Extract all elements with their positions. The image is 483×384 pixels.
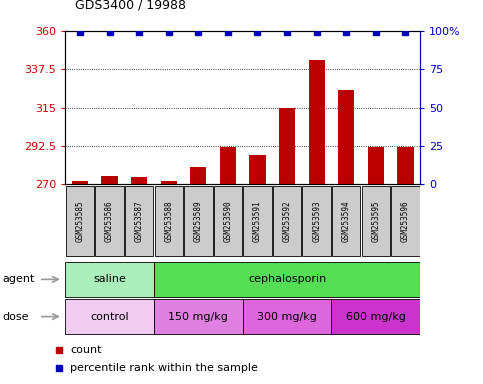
Bar (65, 299, 154, 334)
Text: GSM253592: GSM253592 (283, 200, 292, 242)
Text: GSM253586: GSM253586 (105, 200, 114, 242)
Text: GSM253587: GSM253587 (135, 200, 143, 242)
Bar (155, 186, 183, 256)
Bar (279, 108, 295, 184)
Text: GSM253591: GSM253591 (253, 200, 262, 242)
Bar (161, 181, 177, 184)
Text: GSM253593: GSM253593 (312, 200, 321, 242)
Bar (154, 262, 420, 297)
Bar (332, 186, 360, 256)
Bar (331, 299, 420, 334)
Text: 150 mg/kg: 150 mg/kg (169, 311, 228, 322)
Bar (249, 155, 266, 184)
Bar (309, 60, 325, 184)
Text: GSM253594: GSM253594 (342, 200, 351, 242)
Text: count: count (70, 345, 101, 355)
Text: GSM253585: GSM253585 (75, 200, 85, 242)
Bar (95, 186, 124, 256)
Text: GSM253590: GSM253590 (224, 200, 232, 242)
Bar (243, 186, 272, 256)
Bar (184, 186, 213, 256)
Bar (190, 167, 206, 184)
Bar (154, 299, 243, 334)
Text: dose: dose (2, 311, 29, 322)
Bar (125, 186, 154, 256)
Text: cephalosporin: cephalosporin (248, 274, 326, 285)
Text: agent: agent (2, 274, 35, 285)
Bar (101, 176, 118, 184)
Bar (242, 299, 331, 334)
Text: 300 mg/kg: 300 mg/kg (257, 311, 317, 322)
Bar (65, 262, 154, 297)
Bar (398, 147, 413, 184)
Bar (302, 186, 331, 256)
Bar (213, 186, 242, 256)
Text: 600 mg/kg: 600 mg/kg (346, 311, 406, 322)
Text: GSM253595: GSM253595 (371, 200, 380, 242)
Bar (72, 181, 88, 184)
Text: GDS3400 / 19988: GDS3400 / 19988 (75, 0, 186, 12)
Bar (220, 147, 236, 184)
Bar (273, 186, 301, 256)
Text: GSM253589: GSM253589 (194, 200, 203, 242)
Text: percentile rank within the sample: percentile rank within the sample (70, 363, 258, 373)
Bar (338, 91, 355, 184)
Bar (362, 186, 390, 256)
Text: GSM253588: GSM253588 (164, 200, 173, 242)
Bar (391, 186, 420, 256)
Bar (368, 147, 384, 184)
Text: control: control (90, 311, 129, 322)
Text: saline: saline (93, 274, 126, 285)
Bar (66, 186, 94, 256)
Bar (131, 177, 147, 184)
Text: GSM253596: GSM253596 (401, 200, 410, 242)
